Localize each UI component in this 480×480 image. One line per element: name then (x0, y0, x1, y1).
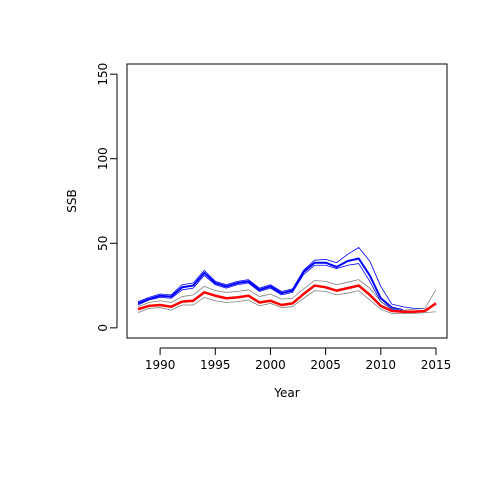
x-tick-label: 1990 (145, 358, 176, 372)
x-axis-label: Year (273, 386, 299, 400)
series-line-4 (137, 290, 437, 314)
y-tick-label: 100 (96, 147, 110, 170)
x-tick-label: 2000 (255, 358, 286, 372)
y-tick-label: 50 (96, 236, 110, 251)
x-tick-label: 2010 (366, 358, 397, 372)
y-tick-label: 150 (96, 63, 110, 86)
series-line-6 (137, 284, 437, 314)
series-line-5 (137, 279, 437, 311)
y-axis: 0 50 100 150 (96, 63, 118, 332)
series-line-3 (137, 247, 425, 309)
series-line-1 (137, 257, 404, 312)
plot-frame (126, 63, 448, 339)
x-tick-label: 1995 (200, 358, 231, 372)
x-tick-label: 2005 (310, 358, 341, 372)
y-tick-label: 0 (96, 324, 110, 332)
x-axis: 1990 1995 2000 2005 2010 2015 (145, 347, 452, 372)
series-layer (137, 247, 437, 314)
series-line-2 (137, 263, 403, 312)
y-axis-label: SSB (65, 189, 79, 212)
x-tick-label: 2015 (421, 358, 452, 372)
